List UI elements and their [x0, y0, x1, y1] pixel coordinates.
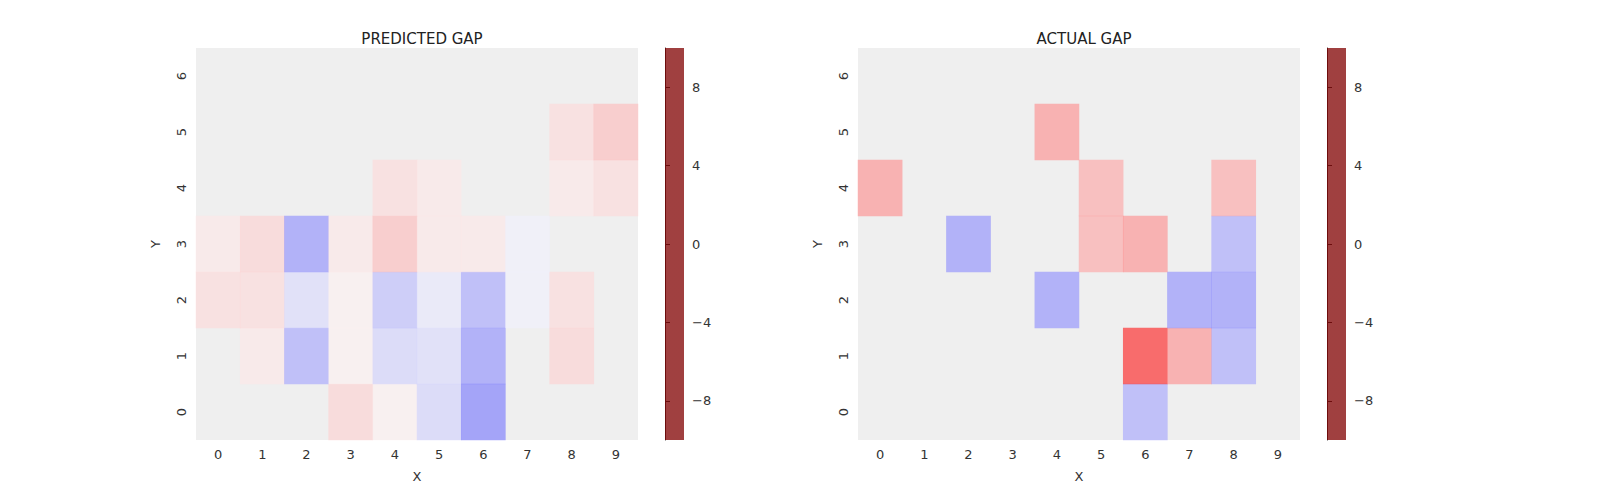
- svg-text:6: 6: [174, 72, 189, 80]
- svg-text:0: 0: [174, 408, 189, 416]
- svg-text:5: 5: [1097, 447, 1105, 462]
- svg-text:5: 5: [836, 128, 851, 136]
- svg-text:1: 1: [836, 352, 851, 360]
- svg-text:1: 1: [920, 447, 928, 462]
- svg-text:4: 4: [1053, 447, 1061, 462]
- svg-text:4: 4: [692, 158, 700, 173]
- svg-text:0: 0: [1354, 237, 1362, 252]
- svg-text:3: 3: [347, 447, 355, 462]
- svg-text:X: X: [1075, 469, 1084, 484]
- svg-text:8: 8: [692, 80, 700, 95]
- svg-text:2: 2: [302, 447, 310, 462]
- svg-text:3: 3: [836, 240, 851, 248]
- svg-text:0: 0: [214, 447, 222, 462]
- svg-text:7: 7: [523, 447, 531, 462]
- svg-text:2: 2: [174, 296, 189, 304]
- svg-text:4: 4: [836, 184, 851, 192]
- svg-text:Y: Y: [810, 240, 825, 249]
- svg-text:6: 6: [479, 447, 487, 462]
- svg-text:6: 6: [836, 72, 851, 80]
- svg-text:0: 0: [876, 447, 884, 462]
- svg-text:3: 3: [1009, 447, 1017, 462]
- svg-text:4: 4: [391, 447, 399, 462]
- svg-text:9: 9: [612, 447, 620, 462]
- svg-text:2: 2: [836, 296, 851, 304]
- svg-text:PREDICTED GAP: PREDICTED GAP: [361, 30, 482, 48]
- svg-text:4: 4: [1354, 158, 1362, 173]
- svg-text:ACTUAL GAP: ACTUAL GAP: [1037, 30, 1132, 48]
- svg-text:6: 6: [1141, 447, 1149, 462]
- svg-text:−8: −8: [1354, 393, 1373, 408]
- svg-text:5: 5: [174, 128, 189, 136]
- svg-text:−4: −4: [1354, 315, 1373, 330]
- svg-text:X: X: [413, 469, 422, 484]
- svg-text:Y: Y: [148, 240, 163, 249]
- svg-text:1: 1: [258, 447, 266, 462]
- svg-text:2: 2: [964, 447, 972, 462]
- svg-text:4: 4: [174, 184, 189, 192]
- svg-text:8: 8: [568, 447, 576, 462]
- svg-text:8: 8: [1230, 447, 1238, 462]
- svg-text:7: 7: [1185, 447, 1193, 462]
- svg-text:0: 0: [836, 408, 851, 416]
- svg-text:−4: −4: [692, 315, 711, 330]
- svg-text:0: 0: [692, 237, 700, 252]
- svg-text:1: 1: [174, 352, 189, 360]
- svg-text:5: 5: [435, 447, 443, 462]
- svg-text:−8: −8: [692, 393, 711, 408]
- svg-text:9: 9: [1274, 447, 1282, 462]
- svg-text:3: 3: [174, 240, 189, 248]
- svg-text:8: 8: [1354, 80, 1362, 95]
